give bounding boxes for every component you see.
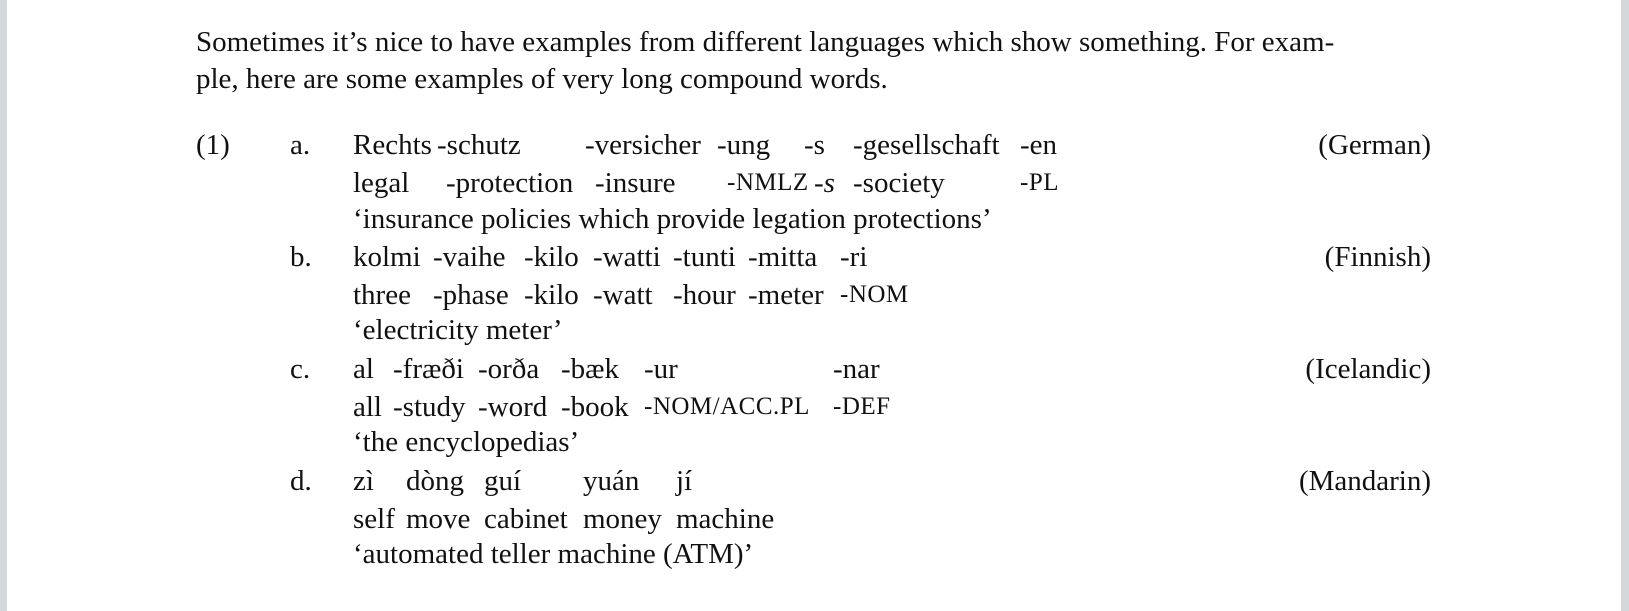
gloss: all [353,391,382,423]
morpheme: al [353,353,374,385]
item-label: c. [290,353,311,385]
intro-line-2: ple, here are some examples of very long… [196,63,888,95]
page-left-edge [0,0,7,611]
morpheme: -nar [833,353,880,385]
morpheme: -ri [840,241,868,273]
gloss: -kilo [524,279,579,311]
intro-paragraph: Sometimes it’s nice to have examples fro… [196,24,1432,98]
gloss: money [583,503,662,535]
gloss: -phase [433,279,509,311]
morpheme: -watti [593,241,661,273]
morpheme: -fræði [393,353,464,385]
morpheme: -gesellschaft [853,129,1000,161]
gloss: -meter [748,279,824,311]
free-translation: ‘the encyclopedias’ [353,426,580,458]
morpheme: -tunti [673,241,736,273]
morpheme: -versicher [585,129,701,161]
morpheme: guí [484,465,522,497]
morpheme: kolmi [353,241,421,273]
morpheme: -s [804,129,825,161]
gloss: -NOM [840,281,909,308]
morpheme: -orða [478,353,540,385]
gloss: self [353,503,395,535]
intro-line-1: Sometimes it’s nice to have examples fro… [196,26,1335,58]
gloss: -book [561,391,629,423]
gloss: -insure [595,167,676,199]
item-language: (Mandarin) [1298,465,1431,497]
gloss: cabinet [484,503,568,535]
item-label: b. [290,241,312,273]
morpheme: -vaihe [433,241,506,273]
free-translation: ‘automated teller machine (ATM)’ [353,538,754,570]
gloss: -NMLZ [727,169,809,196]
free-translation: ‘insurance policies which provide legati… [353,203,992,235]
morpheme: -mitta [748,241,818,273]
morpheme: -kilo [524,241,579,273]
morpheme: dòng [406,465,464,497]
gloss: -study [393,391,466,423]
gloss: -NOM/ACC.PL [644,393,810,420]
gloss: -protection [446,167,574,199]
morpheme: -ung [717,129,771,161]
gloss: machine [676,503,775,535]
morpheme: jí [676,465,693,497]
gloss: move [406,503,471,535]
item-language: (Icelandic) [1305,353,1431,385]
item-label: a. [290,129,311,161]
morpheme: -bæk [561,353,619,385]
example-number: (1) [196,129,230,161]
gloss: three [353,279,411,311]
gloss: -word [478,391,548,423]
morpheme: zì [353,465,374,497]
gloss: legal [353,167,410,199]
gloss: -watt [593,279,653,311]
item-language: (German) [1318,129,1431,161]
free-translation: ‘electricity meter’ [353,314,563,346]
morpheme: Rechts [353,129,432,161]
morpheme: -ur [644,353,678,385]
gloss: -DEF [833,393,891,420]
morpheme: -schutz [437,129,521,161]
gloss: -s [814,167,835,199]
morpheme: yuán [583,465,640,497]
morpheme: -en [1020,129,1058,161]
gloss: -society [853,167,945,199]
item-label: d. [290,465,312,497]
item-language: (Finnish) [1324,241,1431,273]
gloss: -hour [673,279,736,311]
gloss: -PL [1020,169,1059,196]
page-right-edge [1621,0,1629,611]
